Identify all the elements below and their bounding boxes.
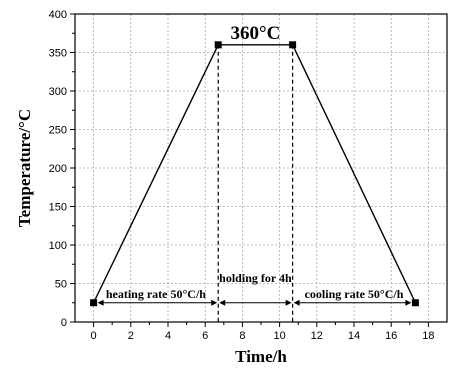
arrow-head-right bbox=[405, 299, 412, 306]
arrow-head-left bbox=[293, 299, 300, 306]
x-tick-label: 4 bbox=[165, 330, 171, 342]
y-tick-label: 50 bbox=[55, 279, 67, 291]
x-tick-label: 10 bbox=[273, 330, 285, 342]
arrow-head-left bbox=[219, 299, 226, 306]
axes: 0 50 100 150 200 250 300 350 400 0 2 4 6 8 10 12 14 16 18 bbox=[49, 9, 448, 342]
y-tick-label: 200 bbox=[49, 163, 67, 175]
data-point-marker bbox=[411, 299, 419, 307]
arrow-head-right bbox=[211, 299, 218, 306]
y-tick-label: 0 bbox=[61, 317, 67, 329]
y-tick-label: 250 bbox=[49, 125, 67, 137]
x-tick-label: 18 bbox=[422, 330, 434, 342]
peak-temperature-label: 360°C bbox=[231, 23, 281, 44]
y-tick-label: 400 bbox=[49, 9, 67, 21]
x-tick-label: 2 bbox=[128, 330, 134, 342]
heating-rate-label: heating rate 50°C/h bbox=[106, 287, 206, 301]
y-tick-label: 100 bbox=[49, 240, 67, 252]
cooling-rate-label: cooling rate 50°C/h bbox=[305, 287, 404, 301]
grid bbox=[75, 14, 447, 322]
x-tick-label: 6 bbox=[202, 330, 208, 342]
data-point-marker bbox=[90, 299, 98, 307]
y-axis-title: Temperature/°C bbox=[15, 109, 34, 227]
temperature-profile-line bbox=[92, 44, 417, 304]
annotations: 360°C heating rate 50°C/h holding for 4h… bbox=[97, 23, 412, 306]
series bbox=[90, 41, 419, 322]
arrow-head-left bbox=[97, 299, 104, 306]
holding-time-label: holding for 4h bbox=[219, 271, 292, 285]
x-tick-label: 16 bbox=[385, 330, 397, 342]
x-tick-label: 0 bbox=[91, 330, 97, 342]
y-tick-label: 150 bbox=[49, 202, 67, 214]
x-tick-label: 12 bbox=[311, 330, 323, 342]
x-axis-title: Time/h bbox=[235, 347, 287, 366]
y-tick-label: 300 bbox=[49, 86, 67, 98]
arrow-head-right bbox=[285, 299, 292, 306]
y-tick-label: 350 bbox=[49, 48, 67, 60]
x-tick-label: 14 bbox=[348, 330, 360, 342]
x-tick-label: 8 bbox=[239, 330, 245, 342]
